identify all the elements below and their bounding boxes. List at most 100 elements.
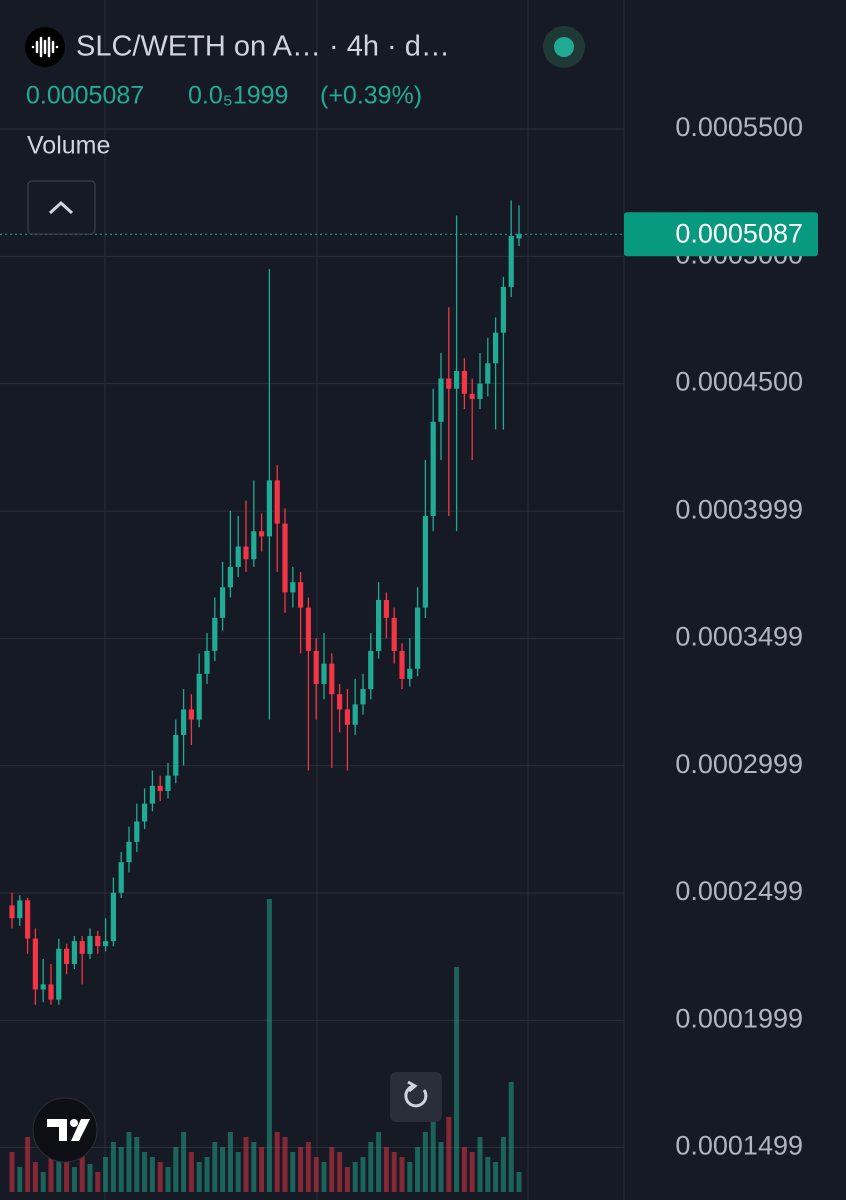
last-price-label: 0.0005087 (675, 218, 803, 248)
candle-body (454, 370, 460, 389)
collapse-button[interactable] (27, 180, 96, 235)
candle-body (290, 582, 296, 593)
volume-bar (321, 1162, 327, 1192)
volume-bar (118, 1147, 124, 1192)
volume-bar (79, 1152, 85, 1192)
volume-bar (48, 1147, 54, 1192)
candle-body (173, 734, 179, 776)
candle-body (352, 704, 358, 725)
last-price-badge (624, 212, 818, 257)
status-dot (554, 37, 574, 57)
volume-bar (157, 1162, 163, 1192)
candle-body (149, 785, 155, 804)
candle-body (430, 421, 436, 516)
y-tick-label: 0.0002499 (675, 876, 803, 906)
volume-bar (110, 1142, 116, 1192)
volume-bar (368, 1142, 374, 1192)
y-tick-label: 0.0005500 (675, 112, 803, 142)
candle-body (493, 332, 499, 364)
candle-body (407, 668, 413, 679)
volume-bar (227, 1132, 233, 1192)
volume-bar (438, 1142, 444, 1192)
volume-bar (337, 1152, 343, 1192)
volume-bar (9, 1152, 15, 1192)
candle-body (188, 709, 194, 720)
volume-bar (188, 1152, 194, 1192)
reset-arrow (407, 1080, 418, 1093)
candle-body (438, 378, 444, 422)
candle-body (376, 600, 382, 651)
volume-bar (415, 1147, 421, 1192)
volume-bar (165, 1167, 171, 1192)
volume-bar (516, 1172, 522, 1192)
volume-bar (259, 1147, 265, 1192)
volume-bar (212, 1142, 218, 1192)
volume-bar (344, 1167, 350, 1192)
volume-bar (173, 1147, 179, 1192)
candle-body (157, 785, 163, 791)
header-change-pct: (+0.39%) (320, 82, 422, 110)
volume-bar (485, 1157, 491, 1192)
candle-body (337, 694, 343, 710)
candle-body (64, 948, 70, 965)
volume-bar (142, 1152, 148, 1192)
volume-label: Volume (27, 132, 110, 160)
volume-bar (500, 1137, 506, 1192)
volume-bar (477, 1137, 483, 1192)
candle-body (235, 546, 241, 567)
chevron-up (48, 200, 74, 215)
volume-bar (360, 1157, 366, 1192)
volume-bar (422, 1132, 428, 1192)
volume-bar (95, 1172, 101, 1192)
volume-bar (461, 1147, 467, 1192)
candle-body (446, 378, 452, 389)
candle-body (48, 984, 54, 1000)
candle-body (415, 607, 421, 669)
header-price: 0.0005087 (26, 82, 144, 110)
candle-body (227, 566, 233, 588)
y-tick-label: 0.0001999 (675, 1003, 803, 1033)
volume-bar (266, 899, 272, 1192)
candle-body (25, 900, 31, 939)
candle-body (220, 587, 226, 618)
reset-button[interactable] (390, 1072, 442, 1122)
candle-body (56, 948, 62, 1000)
candle-body (329, 663, 335, 695)
candle-body (40, 984, 46, 990)
volume-bar (71, 1167, 77, 1192)
volume-bar (274, 1132, 280, 1192)
volume-bar (305, 1142, 311, 1192)
candle-body (368, 650, 374, 690)
reset-icon (404, 1084, 428, 1108)
volume-bar (313, 1157, 319, 1192)
volume-bar (493, 1162, 499, 1192)
volume-bar (64, 1162, 70, 1192)
volume-bar (508, 1082, 514, 1192)
candles (9, 200, 522, 1005)
candle-body (259, 531, 265, 537)
candle-body (313, 650, 319, 685)
candle-body (126, 841, 132, 863)
volume-bar (446, 1117, 452, 1192)
candle-body (181, 709, 187, 735)
symbol-title[interactable]: SLC/WETH on A… · 4h · d… (76, 31, 450, 63)
candle-body (477, 383, 483, 399)
volume-bar (454, 967, 460, 1192)
volume-bar (220, 1147, 226, 1192)
volume-bar (32, 1162, 38, 1192)
volume-bar (87, 1164, 93, 1192)
candle-body (17, 900, 23, 919)
candle-body (305, 607, 311, 651)
volume-bar (181, 1132, 187, 1192)
volume-bar (17, 1167, 23, 1192)
candle-body (9, 905, 15, 919)
volume-bar (204, 1157, 210, 1192)
candle-body (282, 523, 288, 593)
candle-body (399, 650, 405, 679)
tv-logo-dot (70, 1119, 78, 1127)
logo-icon (31, 36, 59, 58)
candle-body (461, 370, 467, 394)
volume-bar (290, 1152, 296, 1192)
volume-bar (243, 1137, 249, 1192)
volume-bar (407, 1162, 413, 1192)
